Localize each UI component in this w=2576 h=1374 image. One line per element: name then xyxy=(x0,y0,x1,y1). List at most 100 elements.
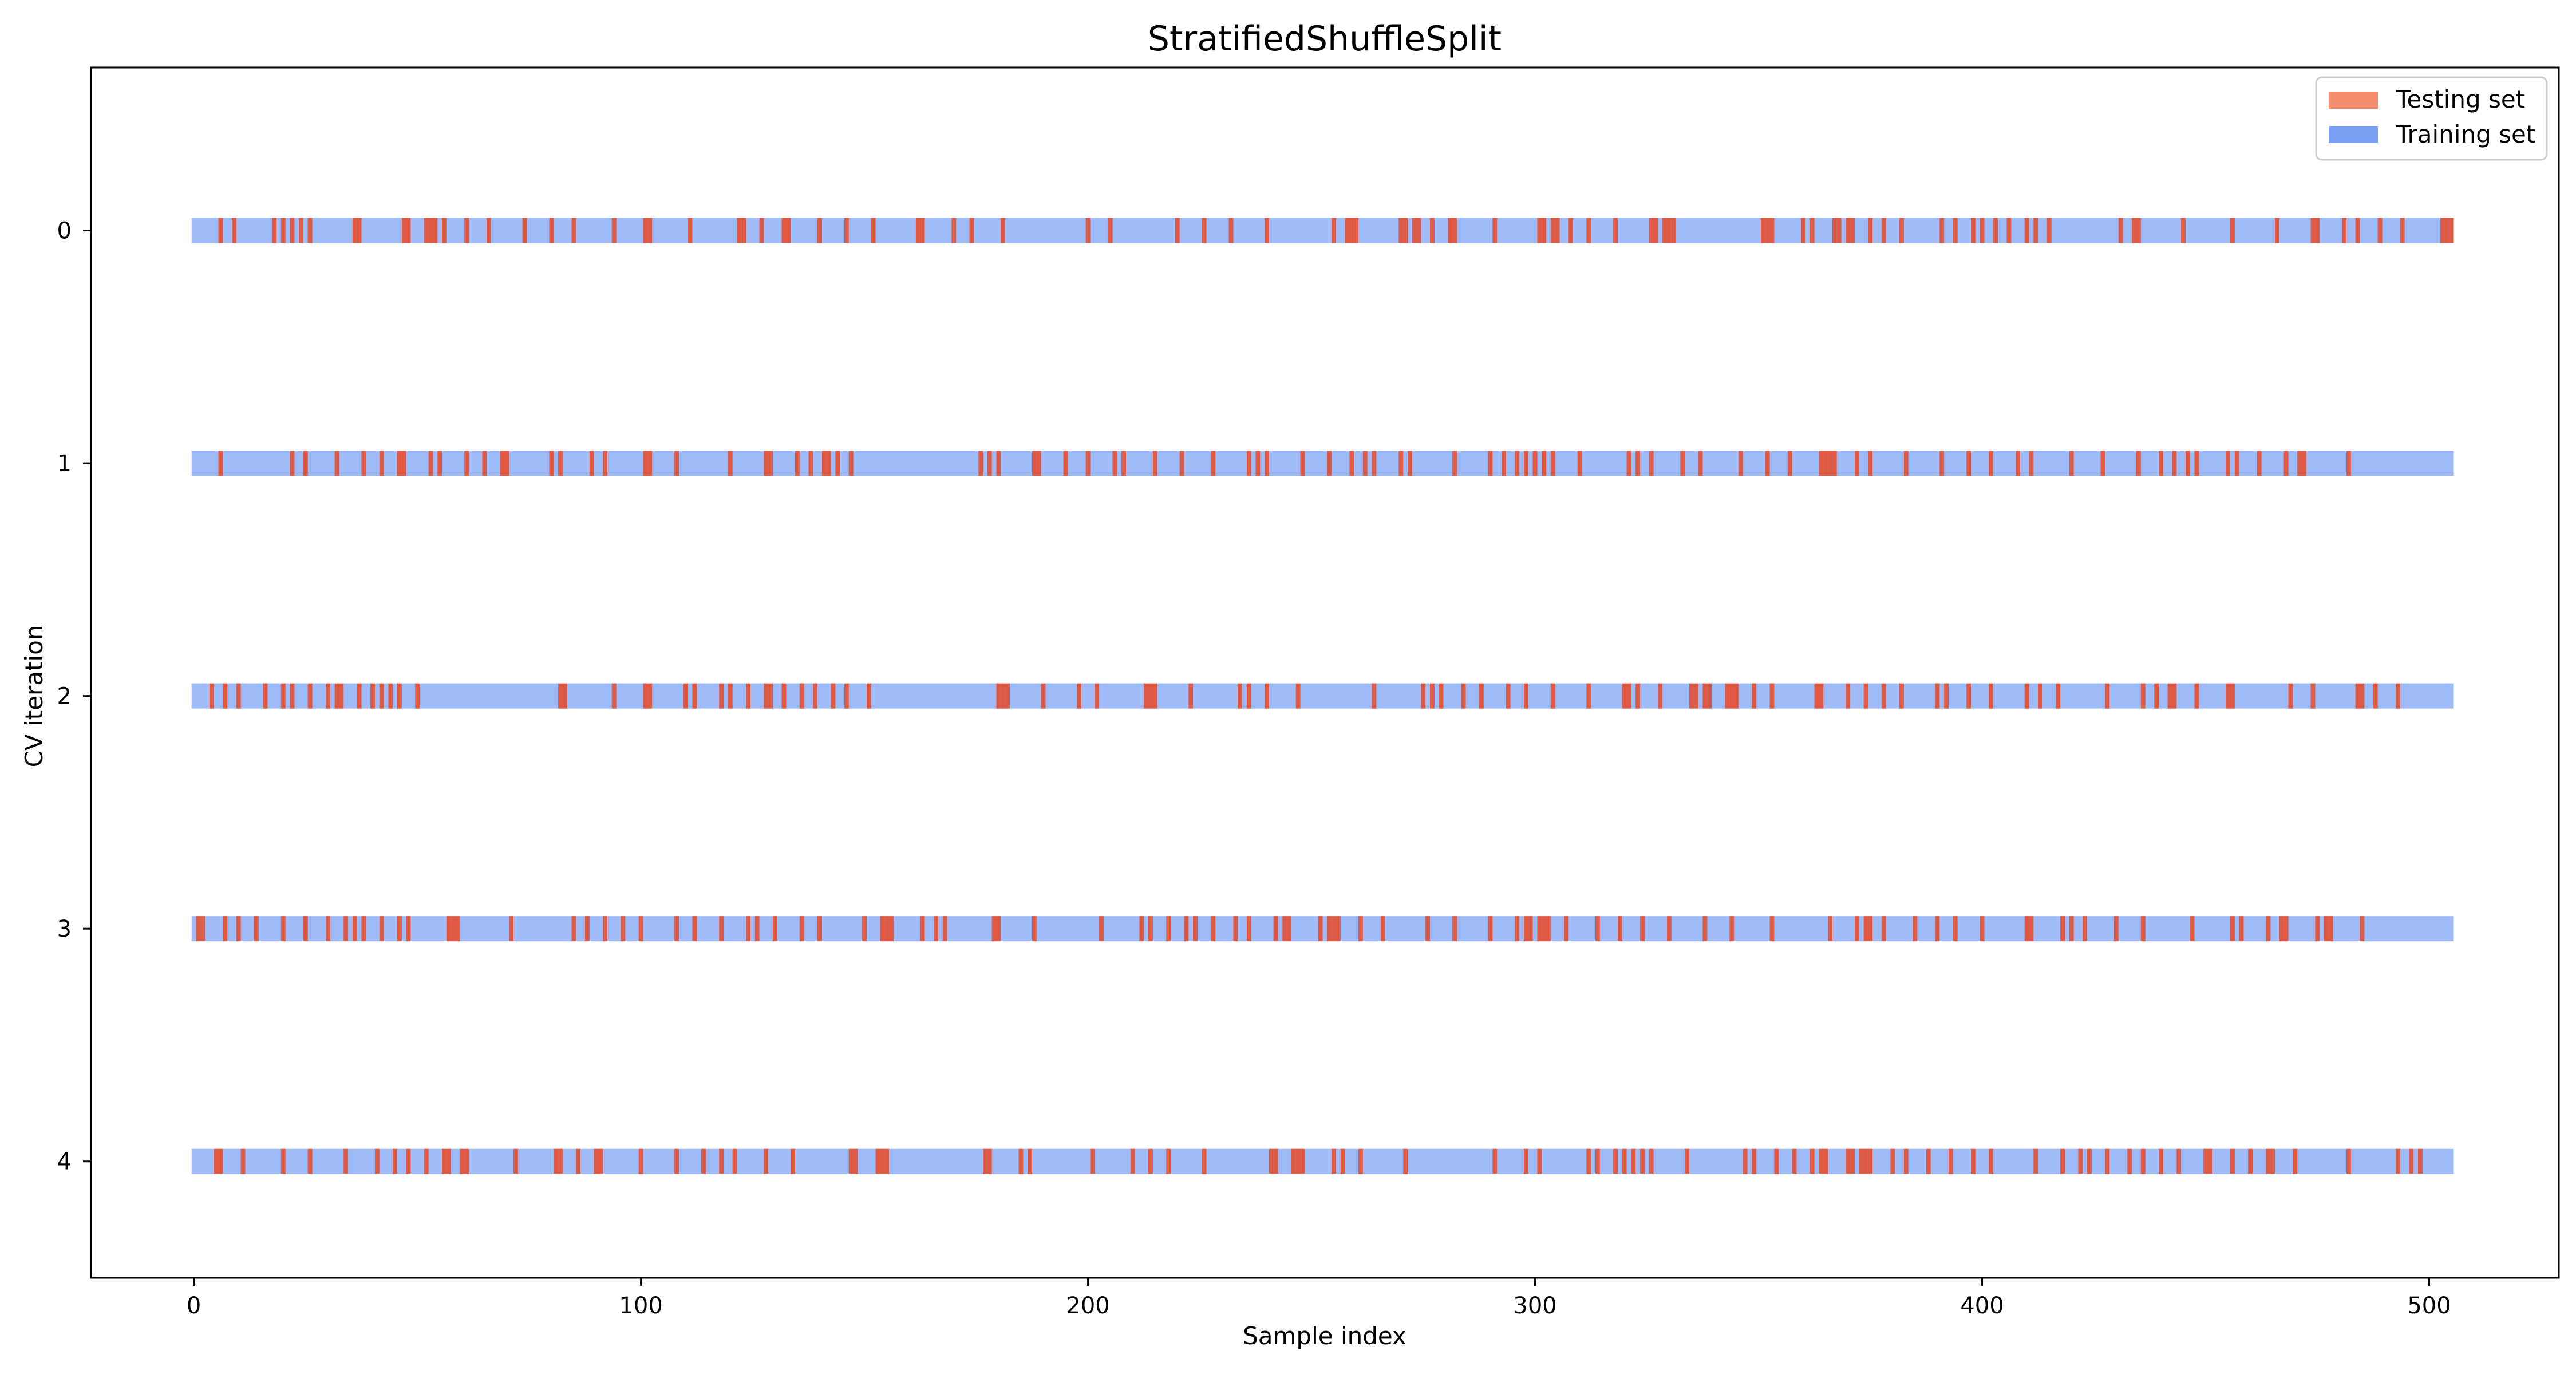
test-sample-mark xyxy=(1349,218,1354,243)
test-sample-mark xyxy=(1846,1148,1851,1174)
test-sample-mark xyxy=(455,916,460,942)
test-sample-mark xyxy=(307,683,313,709)
test-sample-mark xyxy=(942,916,947,942)
test-sample-mark xyxy=(1868,218,1873,243)
test-sample-mark xyxy=(611,218,617,243)
test-sample-mark xyxy=(643,218,648,243)
test-sample-mark xyxy=(1828,451,1832,476)
test-sample-mark xyxy=(2136,218,2141,243)
test-sample-mark xyxy=(1993,218,1998,243)
test-sample-mark xyxy=(406,1148,411,1174)
test-sample-mark xyxy=(1769,683,1775,709)
test-sample-mark xyxy=(2310,683,2316,709)
cv-row-1 xyxy=(191,451,2454,476)
test-sample-mark xyxy=(397,683,402,709)
test-sample-mark xyxy=(643,683,648,709)
test-sample-mark xyxy=(1265,218,1269,243)
test-sample-mark xyxy=(1868,1148,1873,1174)
test-sample-mark xyxy=(1846,683,1851,709)
test-sample-mark xyxy=(674,1148,679,1174)
test-sample-mark xyxy=(719,683,724,709)
test-sample-mark xyxy=(1666,916,1672,942)
test-sample-mark xyxy=(1685,1148,1689,1174)
test-sample-mark xyxy=(424,1148,429,1174)
test-sample-mark xyxy=(280,1148,286,1174)
test-sample-mark xyxy=(2266,916,2271,942)
test-sample-mark xyxy=(764,451,769,476)
test-sample-mark xyxy=(589,451,594,476)
test-sample-mark xyxy=(1658,683,1663,709)
test-sample-mark xyxy=(326,916,330,942)
test-sample-mark xyxy=(343,916,349,942)
test-sample-mark xyxy=(2230,916,2235,942)
test-sample-mark xyxy=(1989,1148,1994,1174)
test-sample-mark xyxy=(2409,1148,2414,1174)
test-sample-mark xyxy=(2324,916,2329,942)
test-sample-mark xyxy=(1421,683,1426,709)
test-sample-mark xyxy=(1980,218,1985,243)
test-sample-mark xyxy=(1345,218,1350,243)
test-sample-mark xyxy=(500,451,505,476)
test-sample-mark xyxy=(1488,916,1493,942)
test-sample-mark xyxy=(1850,1148,1855,1174)
test-sample-mark xyxy=(1148,1148,1153,1174)
test-sample-mark xyxy=(240,1148,246,1174)
test-sample-mark xyxy=(1148,916,1153,942)
test-sample-mark xyxy=(1291,1148,1296,1174)
test-sample-mark xyxy=(2248,1148,2253,1174)
test-sample-mark xyxy=(920,218,925,243)
test-sample-mark xyxy=(2083,916,2088,942)
test-sample-mark xyxy=(1555,218,1560,243)
test-sample-mark xyxy=(406,218,411,243)
test-sample-mark xyxy=(2355,218,2360,243)
test-sample-mark xyxy=(2194,683,2199,709)
y-tick-label: 3 xyxy=(57,916,72,942)
test-sample-mark xyxy=(1211,916,1216,942)
test-sample-mark xyxy=(1881,916,1886,942)
test-sample-mark xyxy=(1148,683,1153,709)
test-sample-mark xyxy=(2283,916,2289,942)
test-sample-mark xyxy=(598,1148,603,1174)
test-sample-mark xyxy=(1202,1148,1207,1174)
y-tick-label: 1 xyxy=(57,451,72,477)
test-sample-mark xyxy=(1903,1148,1909,1174)
test-sample-mark xyxy=(1989,451,1994,476)
test-sample-mark xyxy=(558,1148,563,1174)
y-tick-label: 4 xyxy=(57,1149,72,1175)
test-sample-mark xyxy=(603,916,608,942)
training-bar xyxy=(191,1148,2454,1174)
test-sample-mark xyxy=(1152,683,1157,709)
test-sample-mark xyxy=(1269,1148,1274,1174)
test-sample-mark xyxy=(1863,1148,1868,1174)
test-sample-mark xyxy=(1586,683,1591,709)
test-sample-mark xyxy=(795,451,800,476)
test-sample-mark xyxy=(1265,451,1269,476)
test-sample-mark xyxy=(397,451,402,476)
test-sample-mark xyxy=(1662,218,1667,243)
test-sample-mark xyxy=(1144,683,1149,709)
test-sample-mark xyxy=(2400,218,2405,243)
cv-iteration-rows xyxy=(191,218,2454,1174)
test-sample-mark xyxy=(2444,218,2449,243)
test-sample-mark xyxy=(1372,683,1377,709)
test-sample-mark xyxy=(1184,916,1189,942)
legend-swatch-testing xyxy=(2329,92,2378,109)
test-sample-mark xyxy=(272,218,277,243)
test-sample-mark xyxy=(1085,218,1091,243)
test-sample-mark xyxy=(1935,683,1940,709)
test-sample-mark xyxy=(1868,451,1873,476)
test-sample-mark xyxy=(880,1148,885,1174)
test-sample-mark xyxy=(1354,218,1359,243)
test-sample-mark xyxy=(549,451,554,476)
test-sample-mark xyxy=(2360,916,2365,942)
test-sample-mark xyxy=(326,683,330,709)
test-sample-mark xyxy=(263,683,268,709)
test-sample-mark xyxy=(576,1148,581,1174)
test-sample-mark xyxy=(1626,683,1631,709)
test-sample-mark xyxy=(1041,683,1046,709)
test-sample-mark xyxy=(889,916,894,942)
x-tick-label: 0 xyxy=(187,1293,201,1319)
test-sample-mark xyxy=(1832,451,1837,476)
test-sample-mark xyxy=(1626,451,1631,476)
test-sample-mark xyxy=(2006,218,2012,243)
